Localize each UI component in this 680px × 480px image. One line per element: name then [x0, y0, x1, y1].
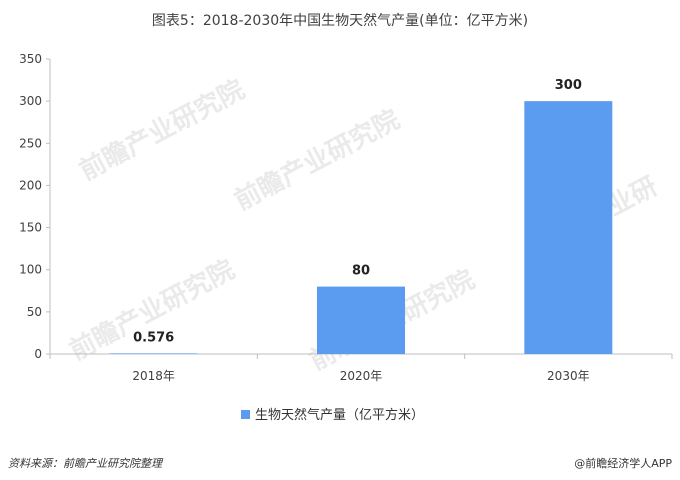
bar	[317, 286, 405, 354]
x-tick-label: 2030年	[547, 369, 590, 383]
y-tick-label: 50	[27, 305, 42, 319]
source-note: 资料来源：前瞻产业研究院整理	[8, 457, 162, 470]
y-tick-label: 200	[19, 178, 42, 192]
y-tick-label: 150	[19, 221, 42, 235]
data-label: 0.576	[133, 330, 174, 345]
x-tick-label: 2018年	[132, 369, 175, 383]
x-tick-label: 2020年	[340, 369, 383, 383]
legend-label: 生物天然气产量（亿平方米）	[255, 407, 424, 423]
y-tick-label: 100	[19, 263, 42, 277]
brand-note: @前瞻经济学人APP	[574, 457, 672, 470]
data-label: 80	[352, 264, 370, 279]
data-label: 300	[555, 78, 582, 93]
y-tick-label: 250	[19, 136, 42, 150]
bar	[109, 353, 198, 354]
y-tick-label: 0	[34, 347, 42, 361]
legend-swatch	[241, 410, 250, 419]
y-tick-label: 300	[19, 94, 42, 108]
chart-title: 图表5：2018-2030年中国生物天然气产量(单位：亿平方米)	[151, 13, 529, 29]
bar	[524, 101, 613, 355]
y-tick-label: 350	[19, 52, 42, 66]
